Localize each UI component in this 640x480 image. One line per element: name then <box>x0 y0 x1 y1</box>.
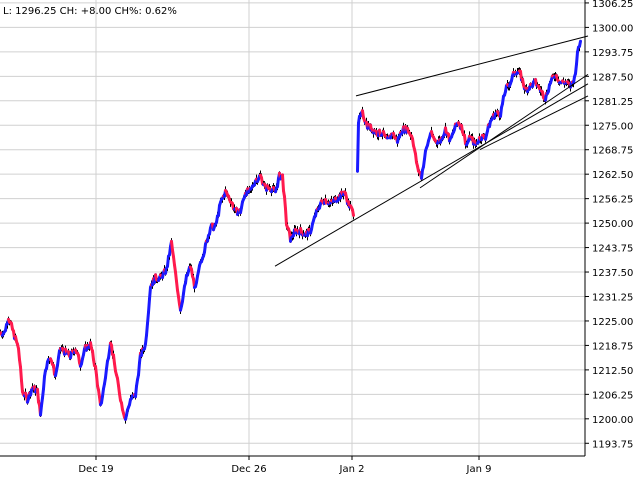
price-segment <box>146 310 150 326</box>
y-tick-label: 1300.00 <box>592 23 633 34</box>
price-segment <box>217 204 221 217</box>
y-tick-label: 1193.75 <box>592 439 633 450</box>
price-segment <box>499 105 503 118</box>
price-series <box>0 39 582 424</box>
price-segment <box>17 347 21 362</box>
price-segment <box>134 384 138 399</box>
price-segment <box>148 285 152 301</box>
trendline <box>274 83 589 267</box>
x-axis: Dec 19 Dec 26 Jan 2 Jan 9 <box>0 455 585 475</box>
x-tick-label: Dec 26 <box>231 464 266 475</box>
price-segment <box>284 207 288 227</box>
y-tick-label: 1250.00 <box>592 219 633 230</box>
y-tick-label: 1268.75 <box>592 146 633 157</box>
y-tick-label: 1306.25 <box>592 0 633 10</box>
y-tick-label: 1200.00 <box>592 415 633 426</box>
price-segment <box>356 121 360 173</box>
price-segment <box>578 39 582 48</box>
y-tick-label: 1262.50 <box>592 170 633 181</box>
y-tick-label: 1231.25 <box>592 292 633 303</box>
y-tick-label: 1237.50 <box>592 268 633 279</box>
y-tick-label: 1212.50 <box>592 366 633 377</box>
trendline <box>419 73 589 189</box>
trendline <box>355 35 589 97</box>
y-tick-label: 1287.50 <box>592 72 633 83</box>
price-segment <box>175 279 179 292</box>
price-segment <box>20 379 24 394</box>
x-tick-label: Jan 9 <box>466 464 492 475</box>
y-tick-label: 1225.00 <box>592 317 633 328</box>
price-segment <box>145 322 149 337</box>
price-segment <box>147 297 151 314</box>
price-segment <box>110 343 114 356</box>
trendline <box>479 95 589 150</box>
y-tick-label: 1275.00 <box>592 121 633 132</box>
price-segment <box>281 173 285 193</box>
y-tick-label: 1243.75 <box>592 244 633 255</box>
price-segment <box>283 195 287 211</box>
price-segment <box>575 50 579 66</box>
price-segment <box>19 365 23 383</box>
x-tick-label: Jan 2 <box>339 464 365 475</box>
price-segment <box>39 404 43 417</box>
price-segment <box>36 387 40 404</box>
y-axis: 1306.25 1300.00 1293.75 1287.50 1281.25 1275.… <box>584 0 633 456</box>
price-segment <box>174 270 178 283</box>
x-tick-label: Dec 19 <box>78 464 113 475</box>
chart-grid <box>0 0 585 456</box>
y-tick-label: 1206.25 <box>592 390 633 401</box>
price-segment <box>95 373 99 388</box>
y-tick-label: 1256.25 <box>592 195 633 206</box>
price-segment <box>574 62 578 76</box>
price-segment <box>166 254 170 268</box>
price-header: L: 1296.25 CH: +8.00 CH%: 0.62% <box>3 6 177 17</box>
trendlines <box>274 35 589 267</box>
price-segment <box>137 361 141 377</box>
y-tick-label: 1281.25 <box>592 97 633 108</box>
y-tick-label: 1293.75 <box>592 48 633 59</box>
y-tick-label: 1218.75 <box>592 341 633 352</box>
price-segment <box>42 375 46 391</box>
price-segment <box>351 208 355 217</box>
